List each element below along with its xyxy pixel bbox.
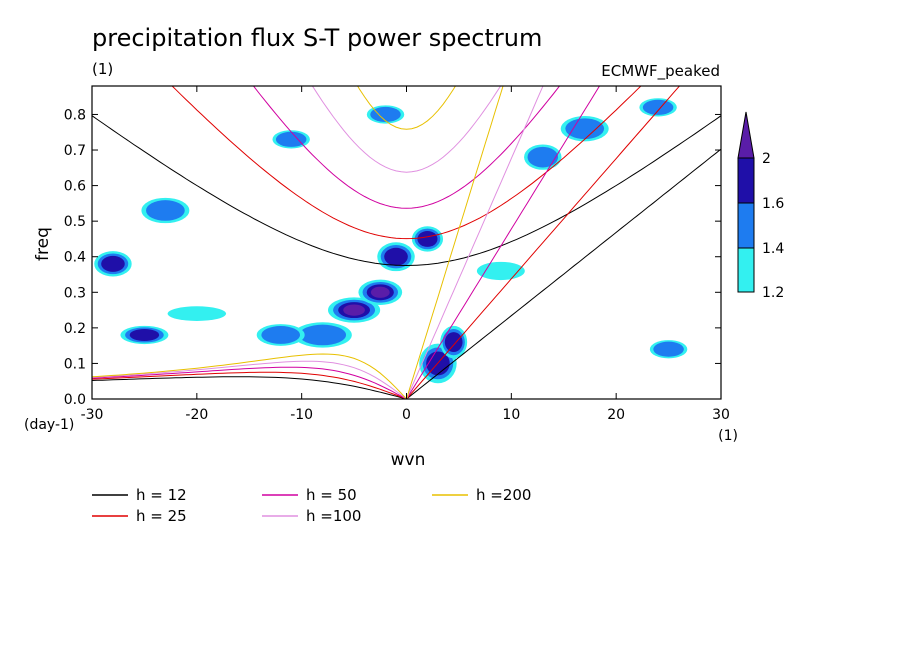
contour-region: [146, 200, 185, 221]
inertia-gravity-curve: [357, 86, 456, 130]
y-tick-label: 0.7: [64, 143, 86, 159]
contour-region: [167, 306, 227, 321]
y-axis-label: freq: [33, 227, 53, 261]
contour-region: [101, 255, 125, 272]
contour-region: [527, 146, 559, 168]
colorbar-label: 1.2: [762, 285, 784, 301]
legend-label: h =200: [476, 486, 531, 504]
y-tick-label: 0.0: [64, 392, 86, 408]
x-unit-label: (1): [718, 428, 738, 444]
contour-region: [370, 286, 390, 298]
plot-frame: [91, 85, 722, 400]
x-tick-label: -30: [81, 407, 104, 423]
contour-region: [343, 304, 365, 316]
x-tick-label: 0: [402, 407, 411, 423]
inertia-gravity-curve: [311, 86, 502, 173]
y-tick-label: 0.8: [64, 107, 86, 123]
y-unit-label: (day-1): [24, 417, 74, 433]
colorbar-swatch: [737, 247, 755, 293]
kelvin-curve: [406, 86, 544, 399]
contour-region: [565, 118, 605, 140]
inertia-gravity-curve: [171, 86, 642, 240]
x-tick-label: 10: [502, 407, 520, 423]
contour-region: [370, 106, 401, 123]
colorbar-swatch: [737, 157, 755, 204]
chart-dataset-label: ECMWF_peaked: [601, 62, 720, 81]
colorbar: 1.2 1.4 1.6 2: [737, 111, 784, 301]
y-tick-label: 0.5: [64, 214, 86, 230]
rossby-curve: [92, 376, 407, 399]
dispersion-curves: [92, 86, 721, 399]
rossby-curve: [92, 366, 407, 399]
contour-region: [261, 326, 301, 344]
contour-region: [417, 230, 438, 247]
kelvin-curve: [406, 148, 721, 399]
contour-region: [129, 328, 160, 341]
contour-region: [299, 324, 347, 346]
y-tick-label: 0.4: [64, 250, 86, 266]
colorbar-label: 2: [762, 151, 771, 167]
y-tick-label: 0.3: [64, 285, 86, 301]
colorbar-arrow: [737, 111, 755, 159]
kelvin-curve: [406, 86, 681, 399]
contour-regions: [94, 98, 688, 384]
chart-subtitle-unit: (1): [92, 60, 113, 78]
rossby-curve: [92, 371, 407, 399]
y-tick-label: 0.2: [64, 321, 86, 337]
contour-region: [444, 332, 463, 353]
axis-ticks: -30 -20 -10 0 10 20 30 0.0 0.1 0.2 0.3 0.4 0.5 0.6 0.7…: [64, 86, 730, 423]
y-tick-label: 0.1: [64, 356, 86, 372]
legend-label: h = 25: [136, 507, 187, 525]
legend-label: h = 50: [306, 486, 357, 504]
x-axis-label: wvn: [391, 450, 426, 470]
colorbar-label: 1.6: [762, 196, 784, 212]
chart-title: precipitation flux S-T power spectrum: [92, 24, 542, 52]
kelvin-curve: [406, 86, 504, 399]
colorbar-label: 1.4: [762, 241, 784, 257]
legend-label: h = 12: [136, 486, 187, 504]
rossby-curve: [92, 353, 407, 399]
x-tick-label: -10: [290, 407, 313, 423]
legend-label: h =100: [306, 507, 361, 525]
legend: h = 12 h = 50 h =200 h = 25 h =100: [92, 486, 531, 525]
contour-region: [653, 341, 684, 357]
x-tick-label: 20: [607, 407, 625, 423]
contour-region: [275, 131, 307, 147]
rossby-curve: [92, 360, 407, 399]
contour-region: [642, 99, 674, 115]
kelvin-curve: [406, 86, 601, 399]
x-tick-label: 30: [712, 407, 730, 423]
inertia-gravity-curve: [252, 86, 561, 209]
contour-region: [384, 247, 408, 266]
inertia-gravity-curve: [92, 115, 721, 267]
x-tick-label: -20: [185, 407, 208, 423]
y-tick-label: 0.6: [64, 179, 86, 195]
colorbar-swatch: [737, 202, 755, 249]
